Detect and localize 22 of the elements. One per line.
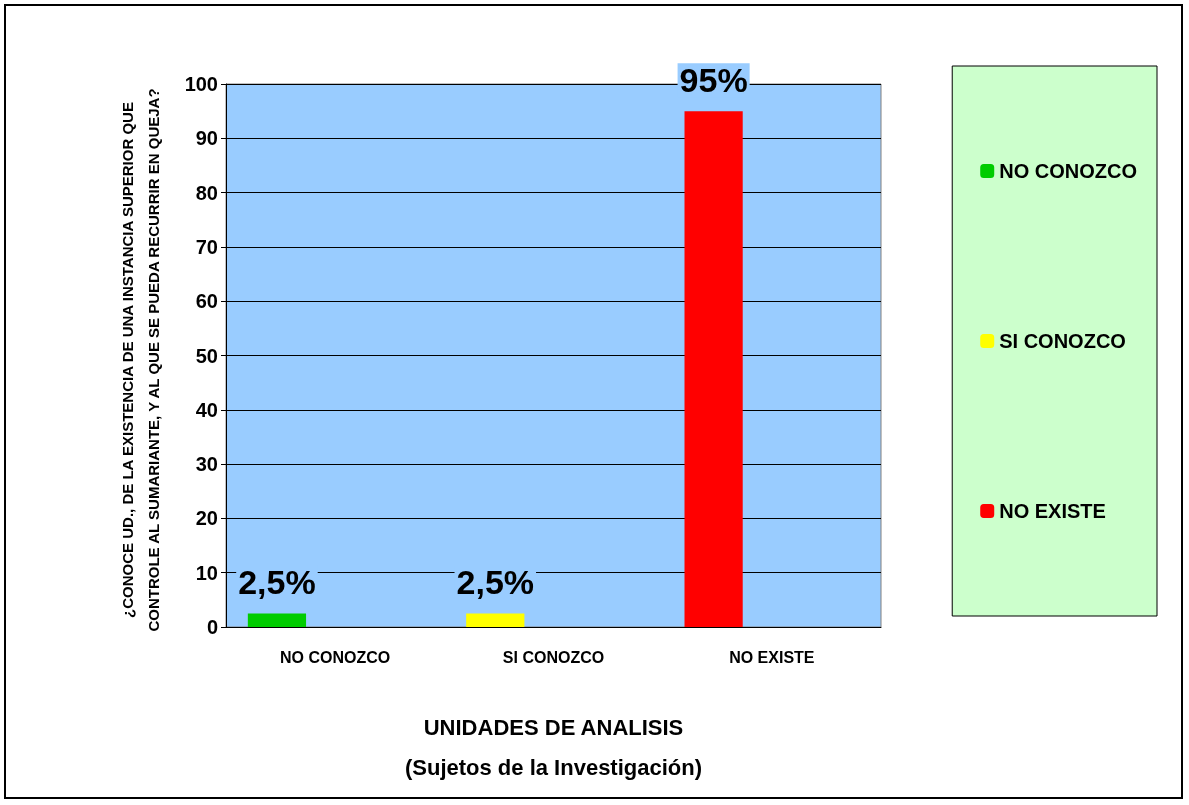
y-tick-label: 60 bbox=[195, 290, 218, 313]
y-tick-label: 10 bbox=[195, 561, 218, 584]
y-tick-label: 80 bbox=[195, 181, 218, 204]
y-tick-label: 40 bbox=[195, 398, 218, 421]
y-tick-label: 30 bbox=[195, 453, 218, 476]
x-axis-title: UNIDADES DE ANALISIS (Sujetos de la Investigación) bbox=[404, 714, 703, 780]
data-label: 2,5% bbox=[456, 563, 535, 602]
legend-label: NO EXISTE bbox=[999, 500, 1106, 522]
data-label: 2,5% bbox=[238, 563, 316, 602]
y-tick-label: 50 bbox=[195, 344, 218, 367]
y-tick-label: 20 bbox=[195, 507, 218, 530]
y-axis-title: ¿CONOCE UD., DE LA EXISTENCIA DE UNA INSTANCIA SUPERIOR QUE CONTROLE AL SUMARIANTE, Y AL QUE SE PUEDA RECURRIR EN QUEJA? bbox=[119, 88, 162, 632]
y-tick-label: 70 bbox=[195, 235, 218, 258]
data-label: 95% bbox=[679, 61, 748, 100]
y-tick-label: 0 bbox=[206, 616, 218, 638]
x-tick-label: NO CONOZCO bbox=[280, 648, 391, 666]
x-tick-label: NO EXISTE bbox=[729, 648, 815, 666]
y-tick-label: 90 bbox=[195, 127, 218, 150]
y-tick-label: 100 bbox=[184, 73, 218, 95]
legend-label: SI CONOZCO bbox=[999, 330, 1126, 352]
legend-label: NO CONOZCO bbox=[999, 160, 1138, 182]
x-tick-label: SI CONOZCO bbox=[502, 648, 605, 666]
